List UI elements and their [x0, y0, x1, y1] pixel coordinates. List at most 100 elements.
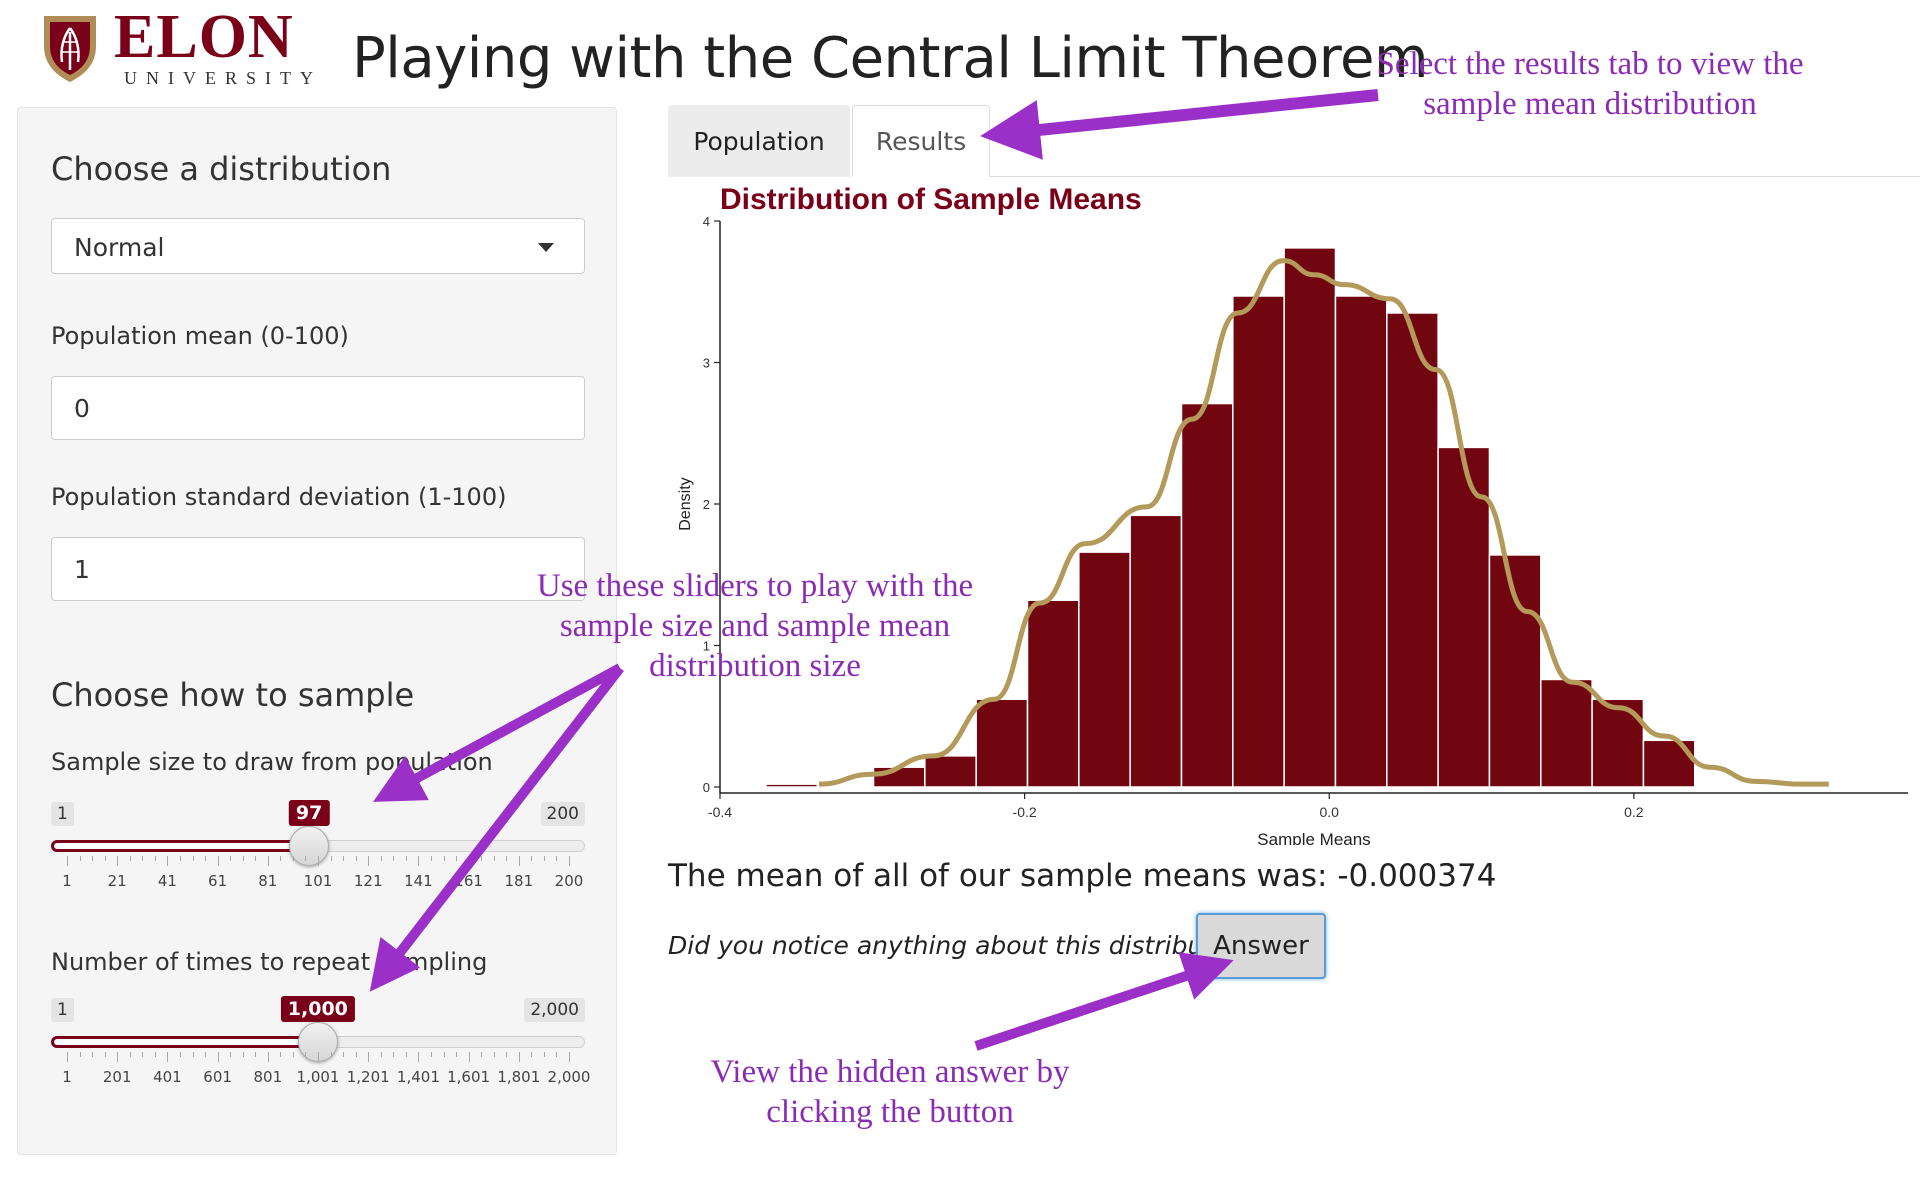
slider-tick-label: 401 [153, 1068, 182, 1086]
slider-tick-minor [255, 856, 257, 861]
slider-tick-minor [154, 1052, 156, 1057]
histogram-bar [1129, 514, 1183, 788]
distribution-select[interactable]: Normal [51, 218, 585, 274]
slider-tick-major [217, 1052, 219, 1062]
tab-divider [990, 176, 1920, 177]
slider-tick-major [217, 856, 219, 866]
histogram-bar [1232, 295, 1285, 788]
slider-tick-minor [443, 1052, 445, 1057]
logo-subtitle: UNIVERSITY [124, 68, 322, 88]
slider-tick-minor [493, 1052, 495, 1057]
slider-tick-minor [493, 856, 495, 861]
histogram-bar [1026, 599, 1080, 788]
slider-ticks: 1 201 401 601 801 1,001 1,201 1,401 1,601 1,801 2,… [51, 1052, 590, 1092]
slider-tick-major [67, 1052, 68, 1062]
histogram-bar [1078, 551, 1131, 788]
x-tick-label: -0.2 [1013, 804, 1037, 820]
arrow-to-results-tab [980, 89, 1379, 160]
annotation-line: sample size and sample mean [559, 608, 951, 644]
caret-down-icon [538, 243, 554, 252]
slider-tick-minor [330, 856, 332, 861]
population-mean-input[interactable] [51, 376, 585, 440]
slider-tick-label: 81 [258, 872, 278, 890]
chart-title: Distribution of Sample Means [720, 183, 1142, 216]
slider-tick-minor [430, 1052, 432, 1057]
slider-tick-minor [393, 1052, 395, 1057]
slider-tick-minor [506, 856, 508, 861]
slider-fill [51, 840, 310, 852]
y-tick-label: 3 [703, 356, 710, 371]
slider-tick-minor [481, 1052, 483, 1057]
slider-tick-minor [393, 856, 395, 861]
histogram-bar [765, 783, 819, 788]
slider-tick-major [468, 856, 470, 866]
slider-tick-major [368, 856, 370, 866]
slider-tick-minor [79, 1052, 81, 1057]
histogram-bar [975, 698, 1029, 788]
slider-tick-minor [380, 1052, 382, 1057]
population-sd-input[interactable] [51, 537, 585, 601]
annotation-line: distribution size [649, 648, 861, 684]
slider-tick-minor [230, 1052, 232, 1057]
annotation-line: clicking the button [766, 1094, 1014, 1130]
slider-tick-major [267, 1052, 269, 1062]
slider-tick-minor [330, 1052, 332, 1057]
answer-annotation: View the hidden answer by clicking the b… [690, 1052, 1090, 1132]
slider-tick-minor [481, 856, 483, 861]
tab-results[interactable]: Results [852, 105, 990, 177]
y-tick-label: 2 [703, 497, 710, 512]
distribution-select-value: Normal [74, 233, 165, 262]
histogram-bar [924, 755, 977, 788]
sample-means-histogram: Distribution of Sample Means -0.4 -0.2 0.0… [677, 183, 1908, 845]
slider-fill [51, 1036, 318, 1048]
slider-tick-minor [280, 1052, 282, 1057]
slider-tick-label: 101 [303, 872, 333, 890]
slider-tick-minor [443, 856, 445, 861]
slider-tick-major [518, 856, 520, 866]
slider-tick-minor [305, 1052, 307, 1057]
tab-population[interactable]: Population [668, 105, 850, 177]
slider-tick-minor [556, 1052, 558, 1057]
slider-tick-minor [543, 1052, 545, 1057]
histogram-bar [1437, 446, 1491, 788]
slider-tick-minor [129, 856, 131, 861]
slider-tick-minor [129, 1052, 131, 1057]
slider-tick-major [67, 856, 68, 866]
slider-tick-label: 1,201 [346, 1068, 390, 1086]
histogram-bar [1642, 739, 1696, 788]
slider-tick-minor [280, 856, 282, 861]
slider-tick-minor [456, 856, 458, 861]
histogram-bar [1334, 295, 1388, 788]
logo-wordmark: ELON [114, 3, 294, 71]
repeat-sampling-slider[interactable]: 1 2,000 1,000 1 201 401 601 801 1,001 1,201 1,4… [51, 996, 590, 1108]
sample-size-label: Sample size to draw from population [51, 748, 493, 776]
shield-icon [44, 16, 96, 82]
repeat-sampling-label: Number of times to repeat sampling [51, 948, 488, 976]
population-mean-label: Population mean (0-100) [51, 322, 349, 350]
slider-tick-minor [179, 856, 181, 861]
answer-button[interactable]: Answer [1196, 913, 1326, 979]
slider-tick-label: 121 [353, 872, 383, 890]
slider-tick-minor [205, 856, 207, 861]
slider-tick-minor [192, 1052, 194, 1057]
density-curve [818, 258, 1829, 787]
slider-tick-major [117, 856, 119, 866]
slider-tick-label: 161 [454, 872, 483, 890]
slider-handle[interactable] [289, 826, 330, 866]
slider-tick-label: 1,801 [497, 1068, 541, 1086]
slider-tick-label: 141 [404, 872, 433, 890]
slider-tick-major [167, 1052, 169, 1062]
slider-tick-label: 1 [62, 1068, 72, 1086]
histogram-bar [1540, 678, 1593, 788]
slider-ticks: 1 21 41 61 81 101 121 141 161 181 200 [51, 856, 585, 896]
slider-tick-minor [292, 1052, 294, 1057]
sample-size-slider[interactable]: 1 200 97 1 21 41 61 81 101 121 141 161 181 200 [51, 800, 585, 912]
slider-tick-major [418, 856, 420, 866]
slider-tick-minor [531, 856, 533, 861]
x-axis-label: Sample Means [1257, 830, 1370, 845]
slider-tick-major [518, 1052, 520, 1062]
slider-tick-label: 61 [208, 872, 228, 890]
page-title: Playing with the Central Limit Theorem [352, 26, 1429, 91]
histogram-bar [1180, 402, 1234, 788]
slider-max-label: 2,000 [524, 998, 585, 1022]
